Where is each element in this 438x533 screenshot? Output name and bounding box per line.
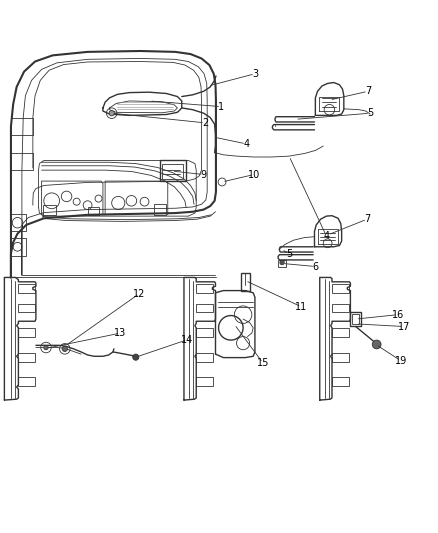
Bar	[332, 284, 349, 293]
Bar	[196, 377, 213, 386]
Bar	[18, 328, 35, 336]
Bar	[154, 204, 166, 215]
Bar	[350, 312, 361, 326]
Bar	[332, 304, 349, 312]
Text: 5: 5	[367, 108, 373, 118]
Text: 7: 7	[364, 214, 370, 224]
Text: 2: 2	[202, 118, 208, 128]
Text: 10: 10	[248, 169, 260, 180]
Bar	[332, 377, 349, 386]
Text: 13: 13	[114, 328, 127, 338]
Bar	[18, 377, 35, 386]
Bar	[196, 328, 213, 336]
Bar	[241, 273, 250, 290]
Text: 12: 12	[133, 289, 145, 298]
Text: 19: 19	[395, 356, 407, 366]
Bar	[43, 205, 56, 215]
Circle shape	[44, 345, 48, 350]
Circle shape	[372, 340, 381, 349]
Bar	[332, 353, 349, 362]
Text: 16: 16	[392, 310, 404, 320]
Bar	[196, 284, 213, 293]
Text: 4: 4	[323, 231, 329, 241]
Text: 17: 17	[398, 321, 410, 332]
Text: 14: 14	[181, 335, 194, 345]
Bar	[332, 328, 349, 336]
Circle shape	[280, 260, 284, 265]
Text: 9: 9	[201, 169, 207, 180]
Text: 15: 15	[257, 358, 269, 368]
Bar	[196, 353, 213, 362]
Circle shape	[109, 110, 114, 116]
Bar	[18, 353, 35, 362]
Bar	[162, 164, 183, 179]
Text: 1: 1	[218, 102, 224, 111]
Bar	[278, 260, 286, 266]
Text: 7: 7	[365, 86, 371, 96]
Circle shape	[133, 354, 139, 360]
Circle shape	[62, 346, 67, 351]
Bar	[18, 304, 35, 312]
Bar	[18, 284, 35, 293]
Text: 4: 4	[243, 139, 249, 149]
Bar	[88, 207, 99, 215]
Text: 11: 11	[295, 302, 307, 312]
Text: 6: 6	[312, 262, 318, 271]
Text: 5: 5	[286, 249, 292, 259]
Text: 3: 3	[252, 69, 258, 79]
Bar	[196, 304, 213, 312]
Bar	[160, 160, 186, 181]
Bar	[352, 314, 359, 324]
